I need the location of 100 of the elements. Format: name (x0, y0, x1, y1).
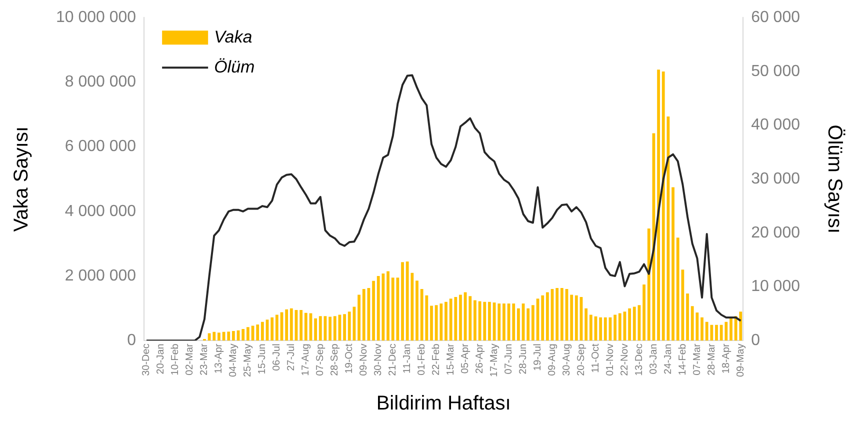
x-tick-label: 20-Jan (156, 344, 167, 374)
x-tick-label: 30-Aug (562, 344, 572, 376)
x-tick-label: 24-Jan (662, 344, 674, 374)
bar (290, 308, 293, 341)
bar (242, 329, 245, 341)
bar (343, 314, 346, 341)
y2-tick-label: 20 000 (751, 224, 800, 242)
x-tick-label: 09-Nov (358, 344, 370, 376)
bar (227, 332, 230, 341)
x-tick-label: 09-Aug (547, 344, 558, 376)
y2-tick-label: 40 000 (751, 116, 800, 134)
x-tick-label: 18-Apr (720, 342, 732, 374)
bar (498, 304, 501, 341)
bar (628, 308, 631, 341)
bar (546, 292, 549, 341)
bar (642, 284, 646, 341)
bar (632, 306, 636, 341)
legend-label: Vaka (214, 27, 252, 46)
bar (218, 332, 220, 341)
x-tick-label: 15-Jun (257, 344, 268, 374)
bar (599, 317, 602, 341)
bar (260, 322, 264, 341)
x-tick-label: 30-Dec (141, 344, 152, 376)
y-tick-label: 0 (127, 332, 136, 350)
legend-label: Ölüm (214, 57, 255, 76)
x-axis-title: Bildirim Haftası (376, 392, 511, 415)
x-tick-label: 13-Apr (214, 342, 225, 374)
bar (246, 327, 250, 341)
y2-tick-label: 10 000 (751, 278, 800, 296)
bar (333, 316, 336, 341)
bar (556, 288, 559, 341)
y2-tick-label: 50 000 (751, 62, 800, 80)
bar (483, 302, 486, 341)
x-tick-label: 19-Jul (532, 344, 544, 371)
x-tick-label: 04-May (228, 344, 240, 378)
x-tick-label: 06-Jul (272, 344, 283, 371)
y-tick-label: 8 000 000 (64, 74, 136, 91)
bar (232, 330, 235, 341)
bar (318, 316, 322, 341)
x-tick-label: 28-Jun (518, 344, 530, 374)
x-tick-label: 21-Dec (388, 344, 399, 376)
x-tick-label: 27-Jul (286, 344, 298, 371)
x-tick-label: 02-Mar (184, 343, 196, 376)
x-tick-label: 23-Mar (199, 343, 210, 376)
bar (672, 187, 674, 341)
bar (730, 318, 732, 341)
bar (474, 300, 476, 341)
bar (700, 317, 704, 341)
bar (444, 302, 448, 341)
bar (386, 271, 390, 341)
bar (512, 304, 516, 341)
y2-tick-label: 30 000 (751, 170, 800, 188)
x-tick-label: 01-Nov (604, 344, 616, 376)
bar (372, 280, 375, 341)
x-tick-label: 28-Mar (706, 343, 718, 376)
bar (657, 70, 660, 341)
bar (430, 306, 433, 341)
bar (715, 324, 718, 341)
x-tick-label: 19-Oct (344, 343, 356, 374)
bar (358, 294, 360, 341)
x-tick-label: 07-Jun (504, 344, 515, 374)
x-tick-label: 11-Oct (590, 343, 602, 373)
x-tick-label: 22-Feb (431, 343, 442, 376)
x-tick-label: 28-Sep (330, 343, 341, 376)
x-tick-label: 13-Dec (634, 344, 645, 376)
bar (300, 310, 303, 341)
bar (526, 308, 530, 341)
x-tick-label: 20-Sep (576, 343, 587, 376)
bar (574, 295, 578, 341)
x-tick-label: 10-Feb (170, 343, 182, 376)
y2-tick-label: 60 000 (751, 9, 800, 26)
bar (589, 314, 592, 341)
bar (416, 280, 418, 341)
x-tick-label: 14-Feb (677, 343, 688, 376)
bar (614, 314, 617, 341)
bar (502, 304, 506, 341)
y-axis-title: Vaka Sayısı (10, 126, 33, 232)
y-tick-label: 4 000 000 (64, 202, 136, 220)
bar (270, 317, 274, 341)
y-tick-label: 6 000 000 (64, 138, 136, 156)
bar (212, 332, 216, 341)
x-tick-label: 30-Nov (373, 344, 384, 376)
y-tick-label: 10 000 000 (56, 9, 136, 26)
y2-tick-label: 0 (751, 332, 760, 350)
bar (256, 324, 260, 341)
bar (314, 318, 318, 341)
bar (686, 293, 689, 341)
x-tick-label: 17-May (489, 344, 500, 378)
bar (531, 305, 534, 341)
bar (401, 262, 404, 341)
x-tick-label: 22-Nov (619, 344, 630, 376)
bar (328, 316, 332, 341)
x-tick-label: 25-May (242, 344, 254, 378)
bar (348, 312, 351, 341)
bar (604, 317, 607, 341)
x-tick-label: 17-Aug (300, 344, 312, 376)
bar (560, 288, 564, 341)
bar (541, 295, 544, 341)
bar (516, 308, 520, 341)
x-tick-label: 15-Mar (446, 343, 457, 376)
